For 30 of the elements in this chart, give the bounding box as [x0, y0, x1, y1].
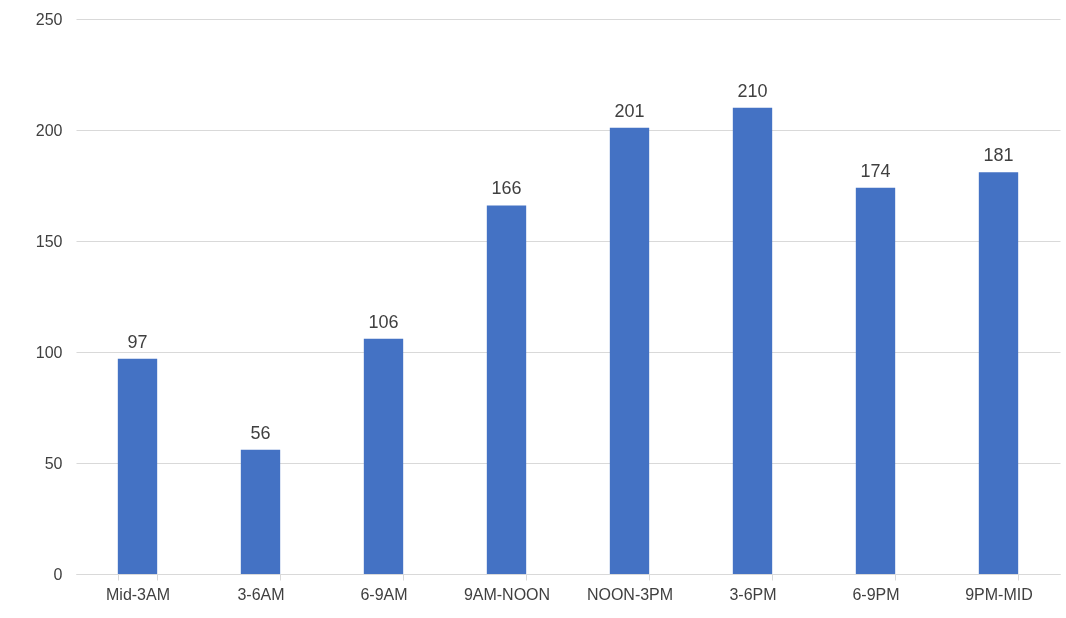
data-label: 181 [983, 145, 1014, 166]
x-tick-label: Mid-3AM [105, 585, 171, 603]
x-tick-label: NOON-3PM [586, 585, 674, 603]
bar [486, 205, 527, 574]
data-label: 201 [614, 100, 645, 121]
y-tick-label: 150 [35, 232, 63, 250]
bar [855, 187, 896, 574]
bar [240, 449, 281, 574]
x-tick-label: 3-6AM [237, 585, 285, 603]
data-label: 97 [127, 331, 148, 352]
y-tick-label: 0 [53, 565, 63, 583]
data-label: 174 [860, 160, 891, 181]
y-tick-label: 250 [35, 10, 63, 28]
x-tick-label: 6-9AM [360, 585, 408, 603]
data-label: 56 [250, 422, 271, 443]
x-tick-label: 3-6PM [729, 585, 777, 603]
bar [732, 107, 773, 574]
data-label: 210 [737, 80, 768, 101]
x-tick-label: 9AM-NOON [463, 585, 551, 603]
x-tick-label: 9PM-MID [965, 585, 1033, 603]
y-tick-label: 200 [35, 121, 63, 139]
bar [609, 127, 650, 574]
y-tick-label: 50 [44, 454, 63, 472]
bar [117, 358, 158, 574]
x-tick-label: 6-9PM [852, 585, 900, 603]
data-label: 106 [368, 311, 399, 332]
bar [978, 172, 1019, 574]
bar [363, 338, 404, 574]
y-tick-label: 100 [35, 343, 63, 361]
data-label: 166 [491, 178, 522, 199]
